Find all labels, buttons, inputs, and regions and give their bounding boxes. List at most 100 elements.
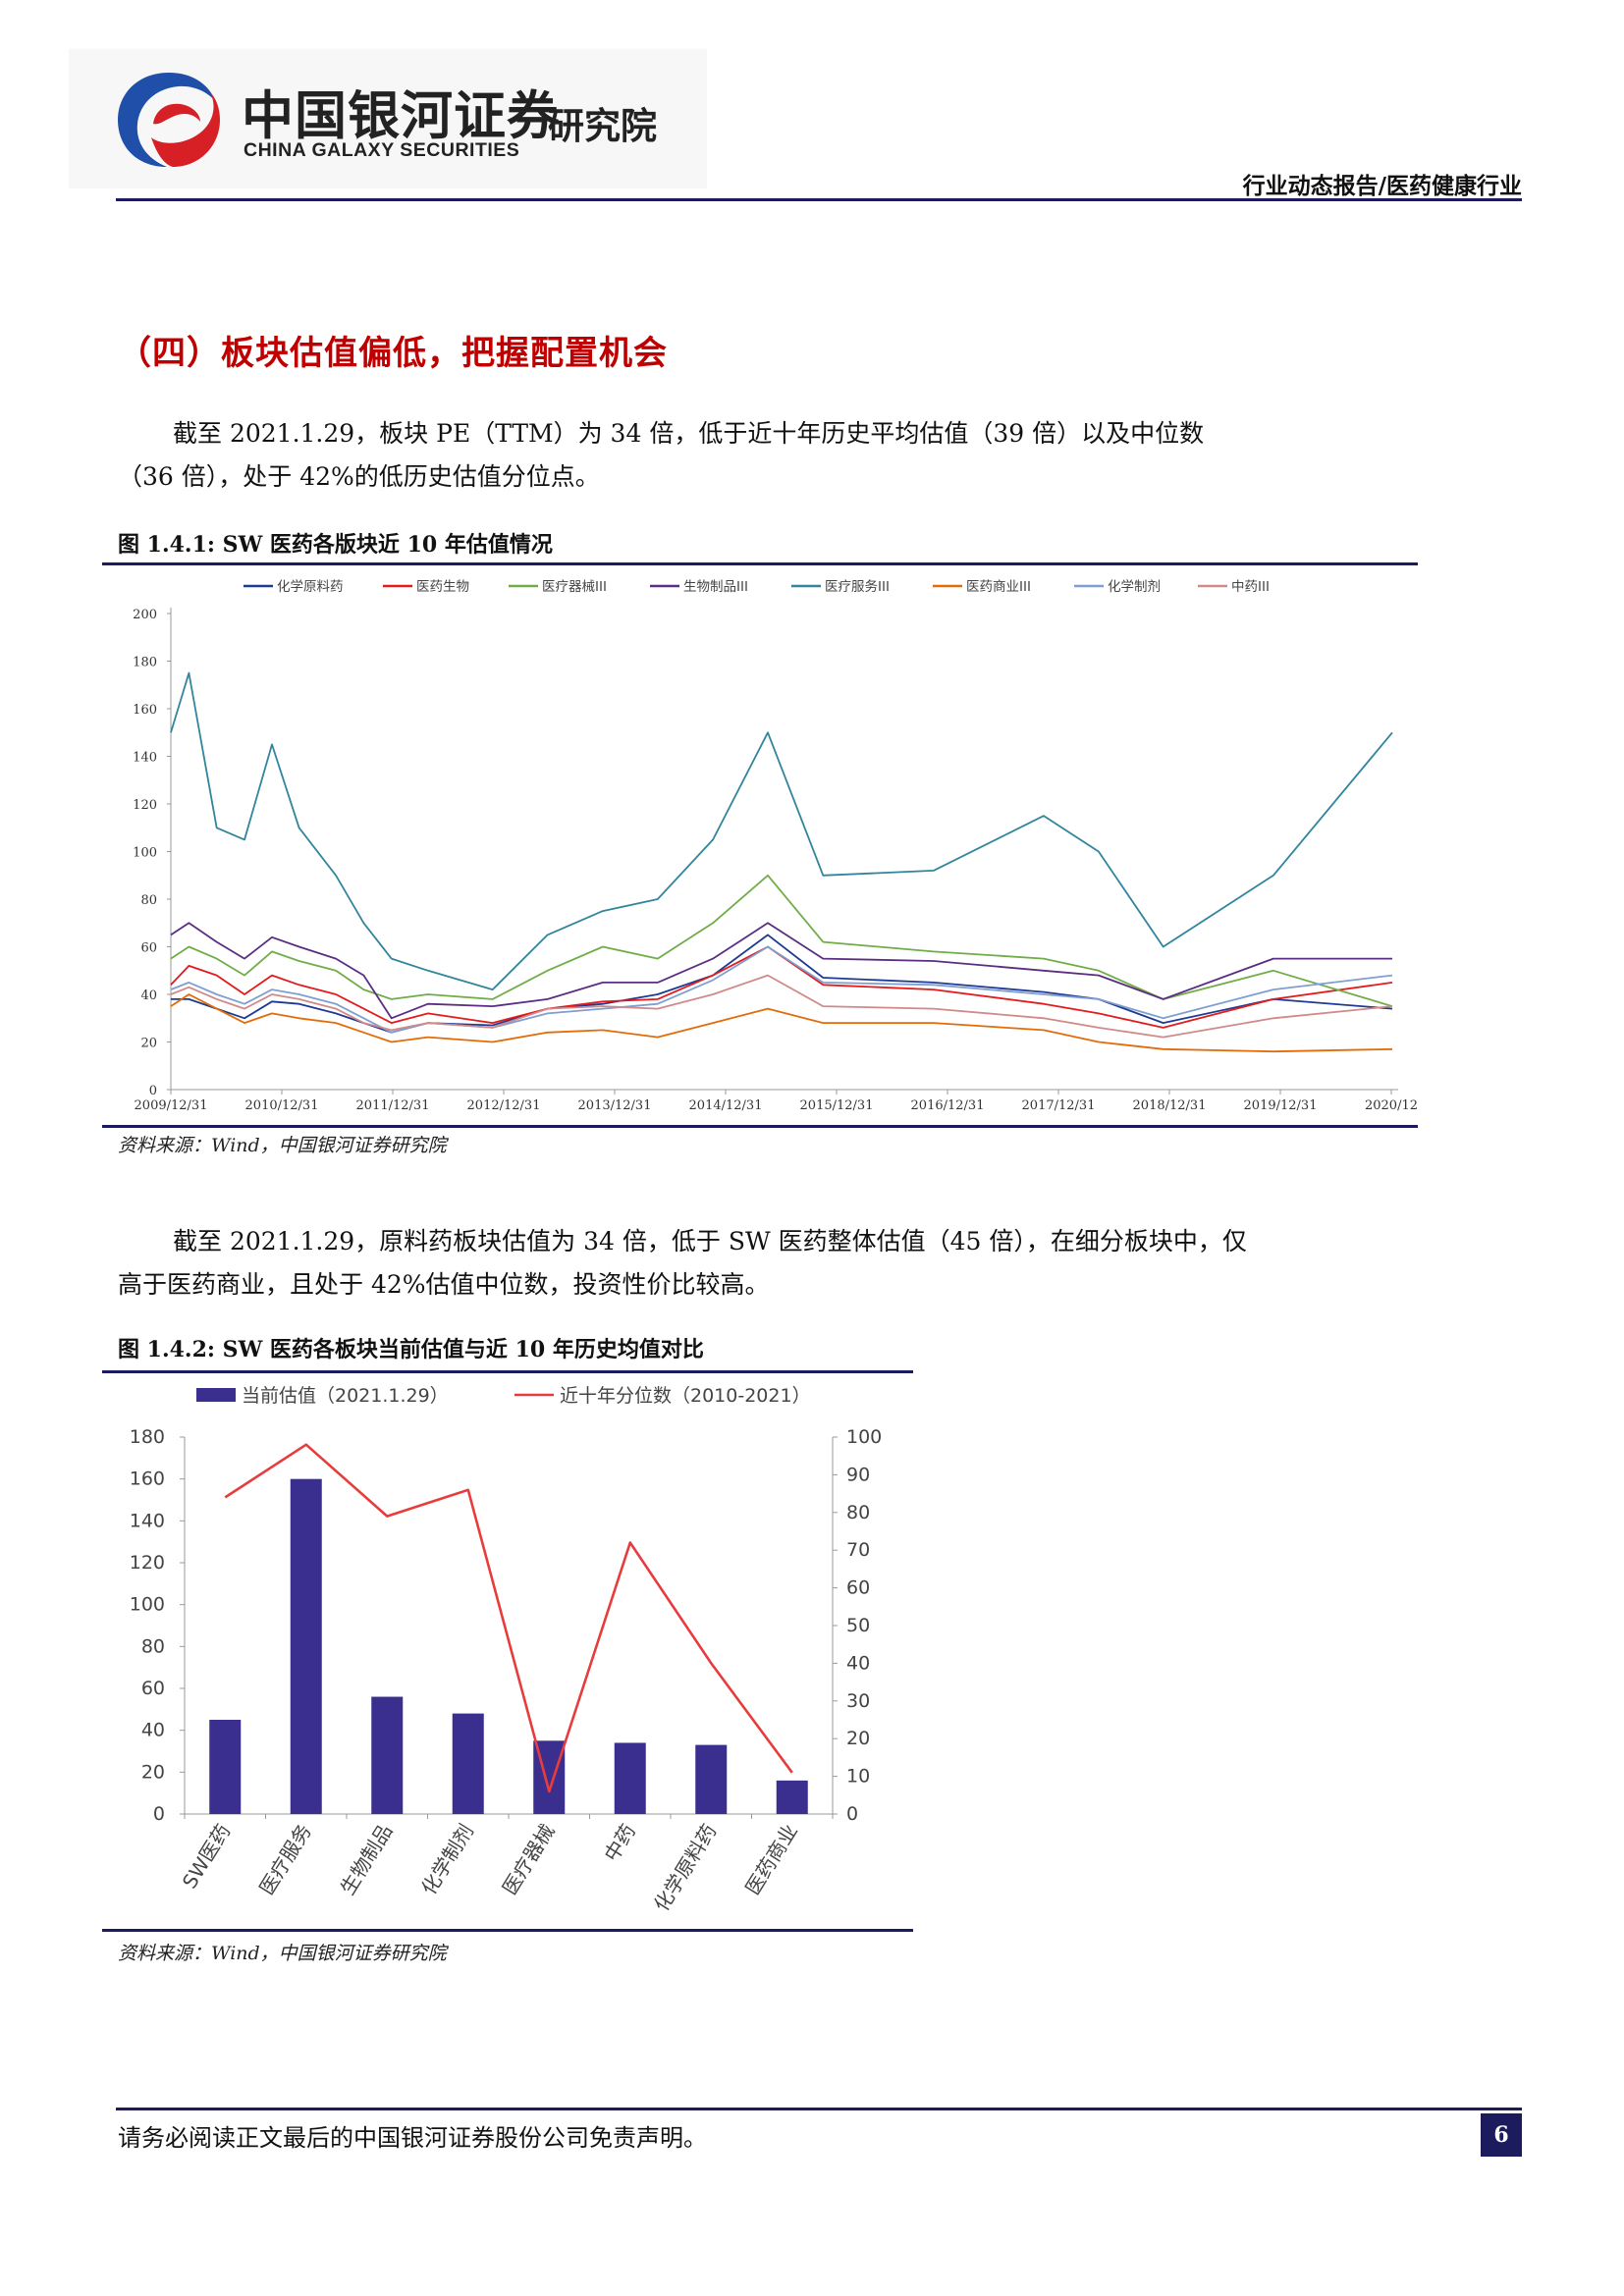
- header-divider: [116, 198, 1522, 201]
- y-tick-label: 20: [140, 1037, 157, 1051]
- x-tick-label: 2014/12/31: [689, 1098, 763, 1113]
- category-label: 化学制剂: [416, 1820, 478, 1899]
- right-tick-label: 100: [846, 1426, 882, 1448]
- figure-1-top-rule: [102, 562, 1418, 565]
- x-tick-label: 2019/12/31: [1244, 1098, 1318, 1113]
- figure-2-source: 资料来源：Wind，中国银河证券研究院: [118, 1943, 447, 1964]
- figure-1-source: 资料来源：Wind，中国银河证券研究院: [118, 1135, 447, 1156]
- figure-2-title: 图 1.4.2: SW 医药各板块当前估值与近 10 年历史均值对比: [118, 1337, 704, 1362]
- left-tick-label: 140: [130, 1510, 165, 1531]
- paragraph-2: 截至 2021.1.29，原料药板块估值为 34 倍，低于 SW 医药整体估值（…: [118, 1220, 1257, 1307]
- series-line: [170, 922, 1392, 1020]
- right-tick-label: 30: [846, 1690, 870, 1712]
- category-label: 医疗器械: [498, 1820, 560, 1899]
- right-tick-label: 0: [846, 1803, 858, 1825]
- right-tick-label: 70: [846, 1539, 870, 1561]
- right-tick-label: 90: [846, 1464, 870, 1485]
- paragraph-2-text: 截至 2021.1.29，原料药板块估值为 34 倍，低于 SW 医药整体估值（…: [118, 1227, 1247, 1299]
- y-tick-label: 40: [140, 988, 157, 1003]
- series-line: [170, 945, 1393, 1034]
- y-tick-label: 200: [133, 608, 157, 622]
- left-tick-label: 80: [141, 1635, 165, 1657]
- disclaimer-text: 请务必阅读正文最后的中国银河证券股份公司免责声明。: [118, 2124, 707, 2152]
- category-label: 中药: [599, 1820, 640, 1866]
- bar: [452, 1713, 484, 1814]
- bar: [614, 1742, 646, 1814]
- figure-1-title: 图 1.4.1: SW 医药各版块近 10 年估值情况: [118, 532, 553, 558]
- bar: [290, 1478, 322, 1814]
- series-line: [170, 671, 1393, 991]
- category-label: 生物制品: [336, 1820, 398, 1899]
- footer-divider: [116, 2108, 1522, 2110]
- section-title: （四）板块估值偏低，把握配置机会: [118, 334, 668, 373]
- category-label: SW医药: [178, 1820, 236, 1893]
- right-tick-label: 60: [846, 1577, 870, 1599]
- institute-name: 研究院: [548, 105, 657, 147]
- left-tick-label: 100: [130, 1594, 165, 1616]
- series-line: [170, 993, 1393, 1053]
- left-tick-label: 180: [130, 1426, 165, 1448]
- bar: [209, 1720, 242, 1814]
- legend-label: 医疗器械III: [542, 579, 607, 595]
- x-tick-label: 2011/12/31: [356, 1098, 430, 1113]
- right-tick-label: 10: [846, 1766, 870, 1788]
- y-tick-label: 80: [140, 893, 157, 908]
- legend-label: 医药商业III: [966, 579, 1031, 595]
- category-label: 化学原料药: [649, 1820, 721, 1916]
- y-tick-label: 180: [133, 656, 157, 670]
- x-tick-label: 2015/12/31: [800, 1098, 874, 1113]
- figure-2-top-rule: [102, 1370, 913, 1373]
- category-label: 医疗服务: [254, 1820, 316, 1899]
- legend-label: 生物制品III: [683, 579, 748, 595]
- category-label: 医药商业: [740, 1820, 802, 1899]
- legend-label: 医药生物: [416, 579, 469, 595]
- paragraph-1-text: 截至 2021.1.29，板块 PE（TTM）为 34 倍，低于近十年历史平均估…: [118, 419, 1205, 491]
- y-tick-label: 160: [133, 703, 157, 718]
- y-tick-label: 60: [140, 941, 157, 956]
- y-tick-label: 120: [133, 798, 157, 813]
- x-tick-label: 2016/12/31: [911, 1098, 985, 1113]
- report-type-label: 行业动态报告/医药健康行业: [1242, 174, 1522, 199]
- company-logo: 中国银河证券 CHINA GALAXY SECURITIES 研究院: [69, 49, 707, 188]
- left-tick-label: 20: [141, 1761, 165, 1783]
- x-tick-label: 2012/12/31: [467, 1098, 541, 1113]
- company-name-cn: 中国银河证券: [242, 86, 560, 146]
- x-tick-label: 2013/12/31: [578, 1098, 652, 1113]
- legend-label: 医疗服务III: [825, 579, 890, 595]
- right-tick-label: 50: [846, 1615, 870, 1636]
- figure-1-bottom-rule: [102, 1125, 1418, 1128]
- left-tick-label: 60: [141, 1678, 165, 1699]
- legend-swatch-bar: [196, 1388, 236, 1402]
- x-tick-label: 2010/12/31: [245, 1098, 319, 1113]
- legend-label: 中药III: [1231, 579, 1270, 595]
- y-tick-label: 140: [133, 751, 157, 766]
- legend-label-bar: 当前估值（2021.1.29）: [242, 1385, 449, 1407]
- bar: [695, 1744, 728, 1814]
- legend-label: 化学制剂: [1108, 579, 1161, 595]
- series-line: [170, 974, 1393, 1039]
- bar: [371, 1696, 404, 1814]
- left-tick-label: 120: [130, 1552, 165, 1574]
- company-name-en: CHINA GALAXY SECURITIES: [244, 139, 520, 161]
- left-tick-label: 40: [141, 1720, 165, 1741]
- x-tick-label: 2017/12/31: [1022, 1098, 1096, 1113]
- bar: [776, 1780, 808, 1814]
- valuation-comparison-chart: 0 20 40 60 80 100 120 140 160 180 0 10 20 30 40 50 60 70 8…: [130, 1385, 883, 1916]
- paragraph-1: 截至 2021.1.29，板块 PE（TTM）为 34 倍，低于近十年历史平均估…: [118, 412, 1257, 499]
- left-tick-label: 160: [130, 1468, 165, 1490]
- right-tick-label: 40: [846, 1652, 870, 1674]
- galaxy-logo-icon: [118, 73, 220, 167]
- x-tick-label: 2018/12/31: [1133, 1098, 1207, 1113]
- legend-label: 化学原料药: [277, 579, 344, 595]
- page-number: 6: [1481, 2113, 1522, 2157]
- x-tick-label: 2009/12/31: [135, 1098, 208, 1113]
- right-tick-label: 20: [846, 1728, 870, 1749]
- left-tick-label: 0: [153, 1803, 165, 1825]
- series-line: [170, 874, 1393, 1007]
- x-tick-label: 2020/12: [1365, 1098, 1418, 1113]
- legend-label-line: 近十年分位数（2010-2021）: [560, 1385, 811, 1407]
- percentile-line: [224, 1443, 793, 1793]
- y-tick-label: 100: [133, 846, 157, 861]
- figure-2-bottom-rule: [102, 1929, 913, 1932]
